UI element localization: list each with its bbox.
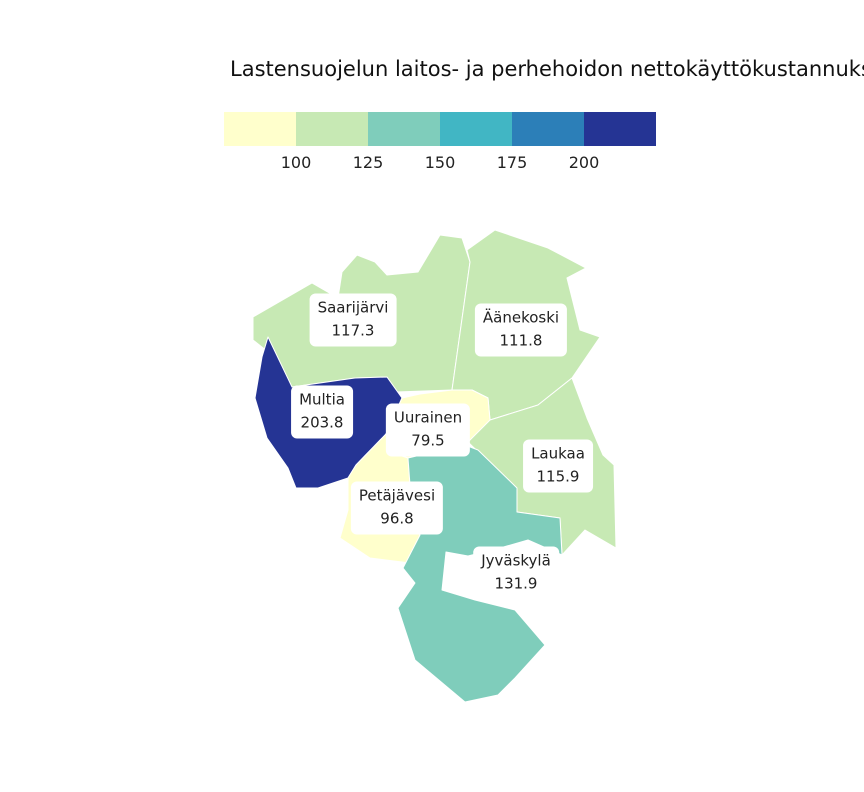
legend-bin-2 <box>368 112 440 146</box>
label-saarijarvi: Saarijärvi 117.3 <box>309 293 397 347</box>
label-laukaa: Laukaa 115.9 <box>523 439 593 493</box>
label-multia: Multia 203.8 <box>291 385 353 439</box>
region-name-aanekoski: Äänekoski <box>482 308 560 327</box>
region-value-petajavesi: 96.8 <box>380 509 414 528</box>
color-legend <box>224 112 656 146</box>
label-jyvaskyla: Jyväskylä 131.9 <box>473 546 559 600</box>
region-value-aanekoski: 111.8 <box>499 331 543 350</box>
region-value-multia: 203.8 <box>300 413 344 432</box>
region-value-uurainen: 79.5 <box>411 431 445 450</box>
region-name-uurainen: Uurainen <box>393 408 463 427</box>
region-value-jyvaskyla: 131.9 <box>494 574 538 593</box>
label-uurainen: Uurainen 79.5 <box>385 403 471 457</box>
region-value-laukaa: 115.9 <box>536 467 580 486</box>
legend-bin-4 <box>512 112 584 146</box>
region-name-multia: Multia <box>299 390 345 409</box>
legend-bin-0 <box>224 112 296 146</box>
legend-tick-label: 125 <box>352 153 384 172</box>
legend-tick-label: 100 <box>280 153 312 172</box>
legend-bin-3 <box>440 112 512 146</box>
legend-tick-label: 200 <box>568 153 600 172</box>
legend-bin-1 <box>296 112 368 146</box>
legend-bin-5 <box>584 112 656 146</box>
region-value-saarijarvi: 117.3 <box>331 321 375 340</box>
region-name-petajavesi: Petäjävesi <box>358 486 436 505</box>
legend-tick-label: 175 <box>496 153 528 172</box>
map-title: Lastensuojelun laitos- ja perhehoidon ne… <box>230 57 864 81</box>
legend-tick-label: 150 <box>424 153 456 172</box>
region-name-laukaa: Laukaa <box>531 444 585 463</box>
label-aanekoski: Äänekoski 111.8 <box>474 303 568 357</box>
region-name-saarijarvi: Saarijärvi <box>317 298 389 317</box>
label-petajavesi: Petäjävesi 96.8 <box>350 481 444 535</box>
region-name-jyvaskyla: Jyväskylä <box>481 551 551 570</box>
